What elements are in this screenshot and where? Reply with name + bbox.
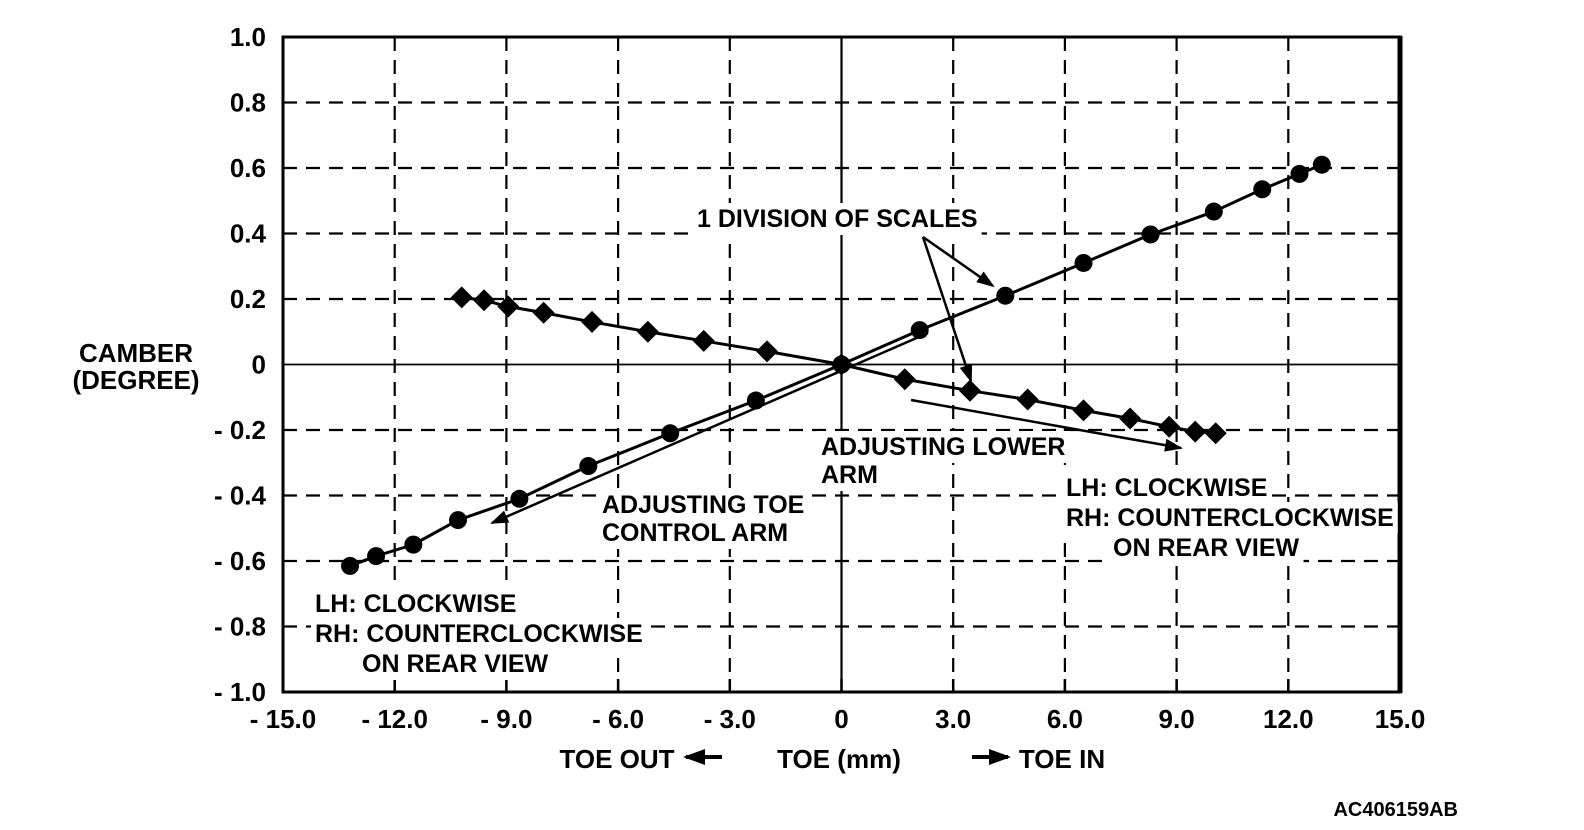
lower-arm-direction-note-line3: ON REAR VIEW: [1113, 534, 1300, 562]
data-point-circle: [1141, 225, 1160, 244]
division-of-scales-label: 1 DIVISION OF SCALES: [697, 205, 978, 233]
toe-in-label: TOE IN: [1019, 744, 1105, 774]
x-axis-title: TOE (mm): [777, 744, 901, 774]
y-tick-label: 1.0: [230, 22, 266, 52]
x-tick-label: - 9.0: [480, 704, 532, 734]
label-background: [817, 431, 1070, 463]
data-point-diamond: [830, 353, 853, 376]
adjusting-lower-arm-line1: ADJUSTING LOWER: [821, 433, 1065, 461]
data-point-diamond: [692, 329, 715, 352]
label-background: [693, 203, 982, 235]
data-point-circle: [1290, 164, 1309, 183]
y-tick-label: - 0.6: [214, 546, 266, 576]
lower-arm-arrow: [910, 398, 1183, 452]
label-background: [598, 517, 793, 549]
y-tick-label: 0.8: [230, 88, 266, 118]
data-point-diamond: [958, 379, 981, 402]
x-tick-label: 9.0: [1159, 704, 1195, 734]
y-tick-label: 0.2: [230, 284, 266, 314]
data-point-circle: [448, 511, 467, 530]
axis-tick-labels: 1.0 0.8 0.6 0.4 0.2 0 - 0.2 - 0.4 - 0.6 - 0.8 - 1.…: [214, 22, 1425, 734]
lower-arm-direction-note-line1: LH: CLOCKWISE: [1066, 474, 1267, 502]
data-point-circle: [510, 489, 529, 508]
x-tick-label: 3.0: [935, 704, 971, 734]
label-background: [1062, 472, 1272, 504]
data-series: [341, 155, 1331, 575]
y-tick-label: 0: [252, 350, 266, 380]
label-background: [1062, 502, 1398, 534]
x-tick-label: - 3.0: [704, 704, 756, 734]
data-point-circle: [1312, 155, 1331, 174]
data-point-diamond: [1158, 415, 1181, 438]
toe-control-arm-arrow: [490, 331, 929, 525]
label-background: [311, 618, 647, 650]
adjusting-toe-control-arm-line2: CONTROL ARM: [602, 519, 788, 547]
toe-out-label: TOE OUT: [559, 744, 674, 774]
figure-code: AC406159AB: [1333, 799, 1458, 821]
data-point-diamond: [636, 320, 659, 343]
data-point-diamond: [1184, 420, 1207, 443]
y-axis-title-line2: (DEGREE): [72, 365, 199, 395]
label-background: [358, 648, 553, 680]
adjusting-lower-arm-line2: ARM: [821, 461, 878, 489]
y-tick-label: 0.4: [230, 219, 267, 249]
data-point-diamond: [581, 310, 604, 333]
data-point-diamond: [756, 340, 779, 363]
data-point-circle: [1074, 253, 1093, 272]
data-point-circle: [1253, 180, 1272, 199]
y-tick-label: - 0.2: [214, 415, 266, 445]
y-tick-label: 0.6: [230, 153, 266, 183]
series-lower-arm: [450, 286, 1227, 445]
x-tick-label: - 6.0: [592, 704, 644, 734]
data-point-diamond: [1204, 422, 1227, 445]
toe-arm-direction-note-line1: LH: CLOCKWISE: [315, 590, 516, 618]
data-point-circle: [404, 535, 423, 554]
division-arrow-to-diamond-point: [921, 236, 973, 383]
data-point-diamond: [450, 286, 473, 309]
x-tick-label: 0: [834, 704, 848, 734]
data-point-diamond: [1072, 399, 1095, 422]
toe-arm-direction-note-line3: ON REAR VIEW: [362, 650, 549, 678]
y-tick-label: - 1.0: [214, 677, 266, 707]
toe-arm-direction-note-line2: RH: COUNTERCLOCKWISE: [315, 620, 643, 648]
x-tick-label: 15.0: [1375, 704, 1426, 734]
data-point-diamond: [532, 301, 555, 324]
data-point-circle: [579, 457, 598, 476]
label-background: [1109, 532, 1304, 564]
label-background: [311, 588, 521, 620]
annotation-arrows: [490, 235, 1183, 765]
data-point-diamond: [1119, 407, 1142, 430]
data-point-circle: [746, 391, 765, 410]
label-background: [598, 489, 809, 521]
data-point-diamond: [893, 368, 916, 391]
y-tick-label: - 0.8: [214, 612, 266, 642]
data-point-diamond: [497, 295, 520, 318]
annotation-texts: CAMBER(DEGREE) 1 DIVISION OF SCALES ADJUST…: [72, 203, 1458, 821]
data-point-diamond: [1016, 388, 1039, 411]
data-point-circle: [1204, 202, 1223, 221]
axis-tick-marks: [393, 679, 1290, 692]
data-point-circle: [661, 424, 680, 443]
x-tick-label: 12.0: [1263, 704, 1314, 734]
y-axis-title-line1: CAMBER: [79, 338, 193, 368]
x-tick-label: 6.0: [1047, 704, 1083, 734]
data-point-circle: [910, 321, 929, 340]
data-point-circle: [367, 547, 386, 566]
y-tick-label: - 0.4: [214, 481, 267, 511]
division-arrow-to-circle-point: [922, 235, 995, 288]
x-tick-label: - 12.0: [361, 704, 428, 734]
data-point-diamond: [473, 289, 496, 312]
label-background: [817, 459, 882, 491]
lower-arm-direction-note-line2: RH: COUNTERCLOCKWISE: [1066, 504, 1394, 532]
data-point-circle: [341, 556, 360, 575]
adjusting-toe-control-arm-line1: ADJUSTING TOE: [602, 491, 804, 519]
x-tick-label: - 15.0: [250, 704, 317, 734]
data-point-circle: [996, 286, 1015, 305]
